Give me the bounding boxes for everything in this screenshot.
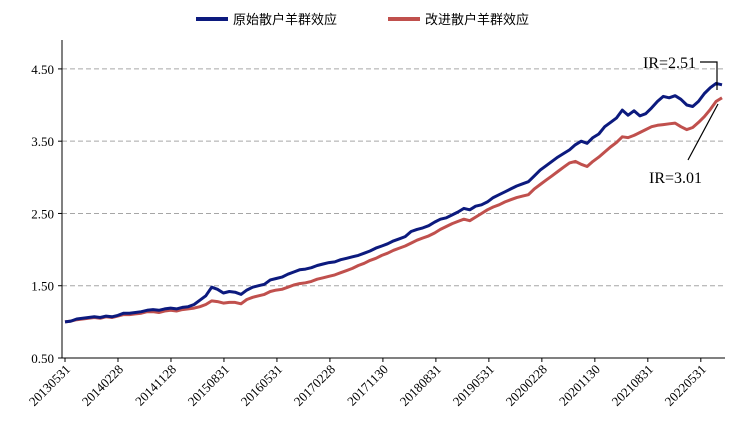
legend-label-improved: 改进散户羊群效应: [425, 12, 529, 28]
series-line-improved: [64, 96, 723, 324]
x-tick-label: 20220531: [662, 362, 709, 409]
x-tick-label: 20141128: [132, 362, 179, 409]
x-tick-label: 20200228: [503, 362, 550, 409]
x-tick-label: 20180831: [397, 362, 444, 409]
x-ticks: 20130531 20140228 20141128 20150831 20160531…: [26, 358, 709, 409]
x-tick-label: 20171130: [344, 362, 391, 409]
x-tick-label: 20201130: [556, 362, 603, 409]
x-tick-label: 20140228: [79, 362, 126, 409]
x-tick-label: 20210831: [609, 362, 656, 409]
annotation-ir-original: IR=2.51: [643, 55, 696, 72]
x-tick-label: 20160531: [238, 362, 285, 409]
x-tick-label: 20170228: [291, 362, 338, 409]
series-line-original: [64, 81, 723, 324]
annotations: IR=2.51 IR=3.01: [643, 55, 719, 187]
annotation-ir-improved: IR=3.01: [649, 170, 702, 187]
y-tick-label: 0.50: [31, 351, 54, 366]
x-tick-label: 20150831: [185, 362, 232, 409]
x-tick-label: 20130531: [26, 362, 73, 409]
legend-label-original: 原始散户羊群效应: [233, 12, 337, 28]
annotation-pointer-improved: [687, 103, 719, 161]
y-tick-label: 2.50: [31, 206, 54, 221]
annotation-pointer-original: [700, 61, 718, 90]
y-ticks: 0.50 1.50 2.50 3.50 4.50: [31, 62, 62, 366]
x-tick-label: 20190531: [450, 362, 497, 409]
y-tick-label: 4.50: [31, 62, 54, 77]
y-tick-label: 1.50: [31, 279, 54, 294]
grid-lines: [62, 68, 725, 287]
series-lines: [64, 81, 723, 324]
legend: 原始散户羊群效应 改进散户羊群效应: [196, 12, 529, 28]
y-tick-label: 3.50: [31, 134, 54, 149]
